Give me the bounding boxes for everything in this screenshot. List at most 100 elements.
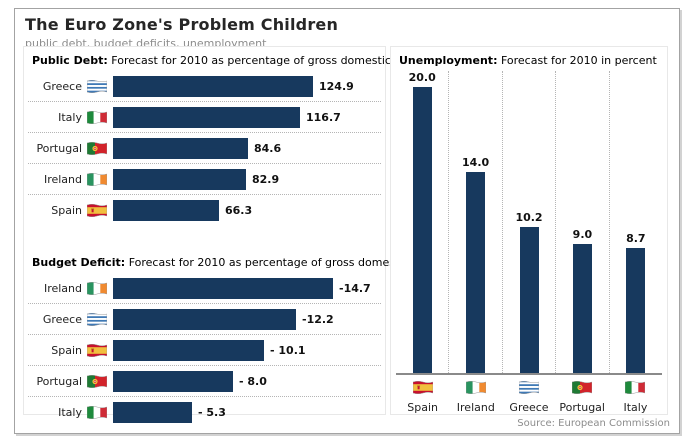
bar-value: 9.0 [572,228,593,241]
flag-icon-italy [86,405,108,419]
public-debt-chart-title-bold: Public Debt: [32,54,108,67]
bar-zone: 66.3 [113,199,381,221]
bar-value: 84.6 [254,141,282,155]
bar-zone: - 8.0 [113,370,381,392]
header: The Euro Zone's Problem Children public … [25,15,338,50]
flag-icon-spain [86,343,108,357]
bar-zone: 84.6 [113,137,381,159]
country-label: Italy [58,110,82,124]
country-label: Greece [509,401,549,414]
country-label: Ireland [43,172,82,186]
unemployment-chart-title-bold: Unemployment: [399,54,498,67]
bar-greece [113,75,313,97]
bar-italy [113,401,192,423]
flag-icon-portugal [86,141,108,155]
section-spacer [24,225,385,249]
flag-icon-italy [625,380,646,395]
chart-column-ireland: 14.0 [448,71,501,373]
bar-italy [626,248,646,373]
bar-zone: - 5.3 [113,401,381,423]
budget-deficit-chart-title-rest: Forecast for 2010 as percentage of gross… [128,256,455,269]
bar-zone: 124.9 [113,75,381,97]
flag-icon-portugal [86,374,108,388]
country-label: Greece [42,79,82,93]
x-label-ireland: Ireland [449,379,502,414]
chart-row-spain: Spain - 10.1 [28,335,381,366]
flag-icon-italy [86,110,108,124]
bar-ireland [113,168,246,190]
bar-value: 124.9 [319,79,354,93]
bar-zone: - 10.1 [113,339,381,361]
bar-value: - 5.3 [198,405,226,419]
flag-icon-ireland [465,380,487,395]
chart-column-spain: 20.0 [396,71,448,373]
bar-value: - 8.0 [239,374,267,388]
unemployment-chart-title-rest: Forecast for 2010 in percent [500,54,657,67]
country-label: Ireland [43,281,82,295]
bar-spain [113,339,264,361]
unemployment-chart: 20.0 14.0 10.2 9.0 8.7 [396,71,662,373]
bar-ireland [113,277,333,299]
bar-zone: -14.7 [113,277,381,299]
chart-row-portugal: Portugal - 8.0 [28,366,381,397]
chart-column-portugal: 9.0 [555,71,608,373]
bar-value: - 10.1 [270,343,306,357]
flag-icon-greece [518,380,540,395]
public-debt-chart-title-rest: Forecast for 2010 as percentage of gross… [111,54,437,67]
country-label: Italy [58,405,82,419]
bar-value: 116.7 [306,110,341,124]
flag-icon-greece [86,312,108,326]
bar-zone: 82.9 [113,168,381,190]
infographic-frame: The Euro Zone's Problem Children public … [14,8,680,434]
chart-row-italy: Italy - 5.3 [28,397,381,427]
country-label: Spain [51,343,82,357]
chart-row-portugal: Portugal 84.6 [28,133,381,164]
flag-icon-spain [86,203,108,217]
chart-row-greece: Greece -12.2 [28,304,381,335]
bar-value: -12.2 [302,312,334,326]
country-label: Spain [407,401,438,414]
chart-row-greece: Greece 124.9 [28,71,381,102]
bar-spain [412,87,432,373]
bar-spain [113,199,219,221]
source-credit: Source: European Commission [517,418,670,429]
bar-value: 10.2 [515,211,543,224]
bar-portugal [572,244,592,373]
bar-zone: 116.7 [113,106,381,128]
bar-portugal [113,137,248,159]
chart-row-ireland: Ireland -14.7 [28,273,381,304]
country-label: Portugal [36,141,82,155]
left-charts-panel: Public Debt: Forecast for 2010 as percen… [23,46,454,423]
unemployment-panel: Unemployment: Forecast for 2010 in perce… [390,46,668,415]
country-label: Ireland [456,401,495,414]
bar-value: 8.7 [626,232,646,245]
flag-icon-ireland [86,281,108,295]
chart-row-ireland: Ireland 82.9 [28,164,381,195]
x-label-italy: Italy [609,379,662,414]
bar-value: -14.7 [339,281,371,295]
flag-icon-greece [86,79,108,93]
country-label: Greece [42,312,82,326]
bar-zone: -12.2 [113,308,381,330]
bar-ireland [466,172,486,373]
chart-row-spain: Spain 66.3 [28,195,381,225]
chart-column-italy: 8.7 [608,71,662,373]
chart-column-greece: 10.2 [501,71,555,373]
x-label-spain: Spain [396,379,449,414]
bar-value: 82.9 [252,172,280,186]
x-label-greece: Greece [502,379,555,414]
budget-deficit-chart-title: Budget Deficit: Forecast for 2010 as per… [32,256,454,269]
bar-value: 66.3 [225,203,253,217]
country-label: Italy [623,401,648,414]
country-label: Portugal [559,401,605,414]
public-debt-chart-title: Public Debt: Forecast for 2010 as percen… [32,54,437,67]
unemployment-chart-title: Unemployment: Forecast for 2010 in perce… [399,54,661,67]
bar-value: 14.0 [462,156,490,169]
flag-icon-spain [412,380,433,395]
budget-deficit-chart: Ireland -14.7 Greece -12.2 Spain - 10.1 Portug… [28,273,381,427]
page-title: The Euro Zone's Problem Children [25,15,339,34]
budget-deficit-chart-title-bold: Budget Deficit: [32,256,126,269]
country-label: Spain [51,203,82,217]
bar-portugal [113,370,233,392]
x-label-portugal: Portugal [556,379,609,414]
